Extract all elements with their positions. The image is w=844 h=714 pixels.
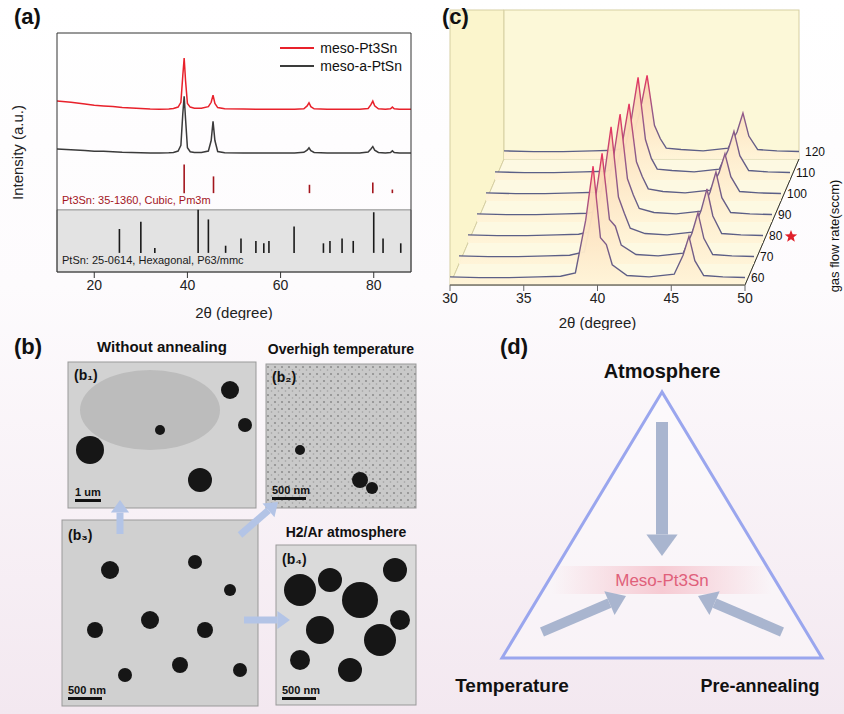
svg-text:40: 40 xyxy=(590,290,606,306)
svg-text:500 nm: 500 nm xyxy=(282,684,320,696)
svg-text:500 nm: 500 nm xyxy=(272,484,310,496)
svg-text:2θ (degree): 2θ (degree) xyxy=(559,314,637,330)
svg-text:(b₂): (b₂) xyxy=(272,369,296,385)
html-text:meso-a-PtSn: meso-a-PtSn xyxy=(320,58,402,74)
html-text:gas flow rate(sccm): gas flow rate(sccm) xyxy=(827,179,842,293)
svg-text:(b₁): (b₁) xyxy=(74,367,98,383)
svg-text:1 um: 1 um xyxy=(75,486,101,498)
svg-text:Meso-Pt3Sn: Meso-Pt3Sn xyxy=(615,571,709,590)
svg-text:50: 50 xyxy=(737,290,753,306)
html-text:70: 70 xyxy=(760,250,774,264)
svg-text:45: 45 xyxy=(663,290,679,306)
svg-text:Overhigh temperature: Overhigh temperature xyxy=(268,341,414,357)
html-text:110: 110 xyxy=(796,166,816,180)
svg-text:500 nm: 500 nm xyxy=(68,684,106,696)
html-text:100: 100 xyxy=(787,187,807,201)
svg-text:35: 35 xyxy=(516,290,532,306)
svg-text:(b₃): (b₃) xyxy=(68,527,92,543)
svg-text:60: 60 xyxy=(273,277,289,293)
html-text:(c): (c) xyxy=(442,4,469,29)
svg-text:Pre-annealing: Pre-annealing xyxy=(700,676,819,696)
svg-text:80: 80 xyxy=(366,277,382,293)
svg-text:Intensity (a.u.): Intensity (a.u.) xyxy=(9,105,26,200)
svg-text:Temperature: Temperature xyxy=(455,675,569,696)
svg-text:2θ (degree): 2θ (degree) xyxy=(195,304,273,320)
svg-text:H2/Ar atmosphere: H2/Ar atmosphere xyxy=(286,524,407,540)
svg-text:30: 30 xyxy=(442,290,458,306)
svg-text:(b): (b) xyxy=(14,334,42,359)
svg-text:Without annealing: Without annealing xyxy=(97,338,227,355)
html-text:PtSn: 25-0614, Hexagonal, P63/: PtSn: 25-0614, Hexagonal, P63/mmc xyxy=(62,253,244,266)
html-text:meso-Pt3Sn: meso-Pt3Sn xyxy=(320,40,398,56)
svg-text:(b₄): (b₄) xyxy=(282,551,307,567)
html-text:Pt3Sn: 35-1360, Cubic, Pm3m: Pt3Sn: 35-1360, Cubic, Pm3m xyxy=(62,194,211,207)
html-text:90: 90 xyxy=(778,208,792,222)
html-text:80: 80 xyxy=(769,229,783,243)
html-text:60: 60 xyxy=(751,271,765,285)
svg-text:20: 20 xyxy=(86,277,102,293)
html-text:120: 120 xyxy=(805,145,825,159)
svg-text:Atmosphere: Atmosphere xyxy=(604,360,721,382)
html-text:(a): (a) xyxy=(14,4,41,29)
svg-text:(d): (d) xyxy=(500,334,528,359)
svg-text:40: 40 xyxy=(180,277,196,293)
